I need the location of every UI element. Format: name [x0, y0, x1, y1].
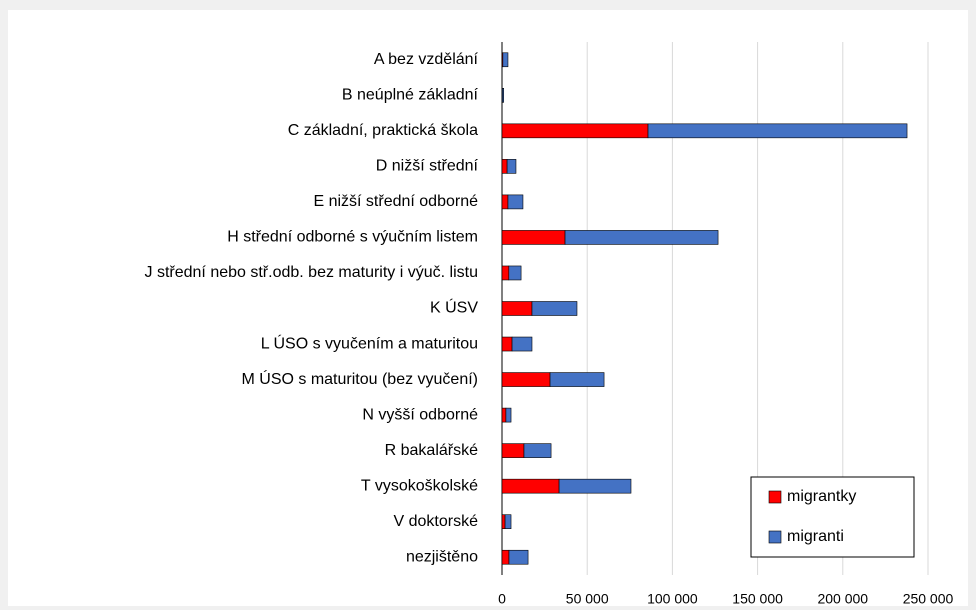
y-tick-label: A bez vzdělání [374, 51, 479, 68]
x-tick-label: 50 000 [566, 591, 609, 607]
bar [504, 514, 512, 530]
bar [508, 265, 522, 281]
x-tick-label: 250 000 [903, 591, 954, 607]
y-tick-label: K ÚSV [430, 298, 478, 317]
y-tick-label: M ÚSO s maturitou (bez vyučení) [241, 369, 478, 388]
x-tick-label: 200 000 [817, 591, 868, 607]
bar [501, 549, 510, 565]
legend-label: migrantky [787, 488, 856, 505]
bar [647, 123, 908, 139]
bar [531, 301, 578, 316]
bar [501, 478, 560, 494]
bar [558, 478, 632, 494]
bar [501, 265, 510, 281]
x-tick-label: 0 [498, 591, 506, 607]
legend-swatch [768, 530, 782, 544]
legend-swatch [768, 490, 782, 504]
y-tick-label: E nižší střední odborné [313, 193, 478, 210]
bar [507, 194, 524, 210]
legend-label: migranti [787, 528, 844, 545]
bar [508, 549, 529, 565]
y-tick-label: R bakalářské [385, 442, 478, 459]
y-tick-label: J střední nebo stř.odb. bez maturity i v… [145, 264, 478, 281]
bar [549, 372, 605, 387]
bar [501, 159, 508, 174]
y-tick-label: C základní, praktická škola [288, 122, 478, 139]
y-tick-label: N vyšší odborné [362, 406, 478, 423]
x-tick-label: 150 000 [732, 591, 783, 607]
bar [501, 123, 649, 139]
bar [505, 407, 512, 423]
y-tick-label: nezjištěno [406, 548, 478, 565]
x-tick-label: 100 000 [647, 591, 698, 607]
y-tick-label: H střední odborné s výučním listem [227, 229, 478, 246]
legend-box [750, 476, 915, 558]
y-tick-label: B neúplné základní [342, 87, 479, 104]
bar [501, 230, 566, 245]
bar [502, 88, 505, 103]
bar [501, 514, 506, 530]
bar [501, 372, 551, 387]
y-tick-label: T vysokoškolské [361, 477, 478, 494]
y-tick-label: V doktorské [394, 513, 479, 530]
bar [523, 443, 552, 458]
bar [501, 336, 513, 352]
bar [501, 194, 509, 210]
y-tick-label: L ÚSO s vyučením a maturitou [261, 333, 478, 352]
y-tick-label: D nižší střední [376, 158, 479, 175]
bar [564, 230, 719, 245]
bar [501, 407, 507, 423]
bar [511, 336, 533, 352]
bar [502, 52, 509, 68]
bar [501, 443, 525, 458]
bar [506, 159, 517, 174]
bar [501, 301, 533, 316]
